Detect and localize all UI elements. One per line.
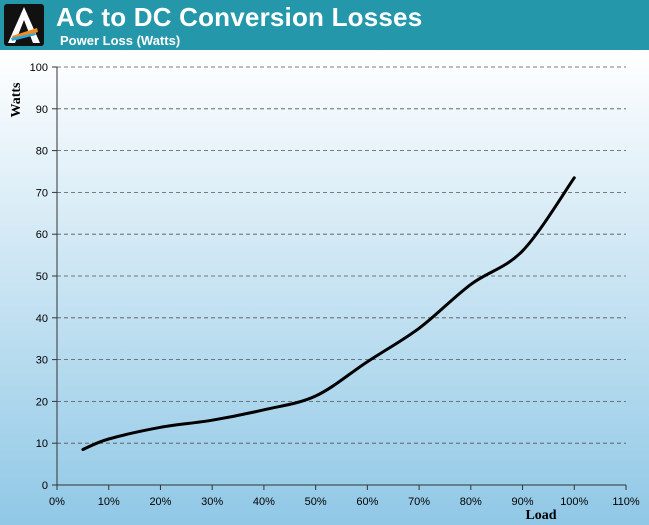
x-tick-label: 110% [612, 496, 640, 508]
x-tick-label: 40% [253, 496, 275, 508]
y-tick-label: 40 [36, 313, 48, 325]
y-tick-labels: 0 10 20 30 40 50 60 70 80 90 100 [30, 62, 48, 492]
y-tick-label: 80 [36, 146, 48, 158]
axes [52, 66, 627, 490]
y-tick-label: 20 [36, 396, 48, 408]
y-tick-label: 50 [36, 271, 48, 283]
y-tick-label: 0 [42, 480, 48, 492]
grid-lines [57, 66, 626, 444]
x-tick-label: 60% [356, 496, 378, 508]
x-tick-label: 10% [98, 496, 120, 508]
x-tick-label: 100% [560, 496, 588, 508]
y-tick-label: 60 [36, 229, 48, 241]
y-tick-label: 70 [36, 187, 48, 199]
x-tick-label: 50% [305, 496, 327, 508]
y-tick-label: 100 [30, 62, 48, 74]
logo-a-icon [4, 4, 44, 46]
y-axis-label: Watts [9, 82, 24, 118]
header-bar: AC to DC Conversion Losses Power Loss (W… [0, 0, 649, 50]
x-tick-label: 30% [201, 496, 223, 508]
x-axis-label: Load [525, 508, 556, 523]
x-tick-label: 80% [460, 496, 482, 508]
chart-subtitle: Power Loss (Watts) [60, 33, 181, 48]
x-tick-label: 20% [149, 496, 171, 508]
x-tick-labels: 0% 10% 20% 30% 40% 50% 60% 70% 80% 90% 100% 110% [49, 496, 640, 508]
plot-background [0, 50, 649, 525]
y-tick-label: 90 [36, 104, 48, 116]
series-line [81, 176, 576, 451]
y-tick-label: 10 [36, 438, 48, 450]
chart-title: AC to DC Conversion Losses [56, 2, 423, 32]
y-tick-label: 30 [36, 355, 48, 367]
x-tick-label: 70% [408, 496, 430, 508]
chart-area: 0 10 20 30 40 50 60 70 80 90 100 0% 10% 20% 30% 40% 50%… [0, 50, 649, 525]
x-tick-label: 90% [512, 496, 534, 508]
x-tick-label: 0% [49, 496, 65, 508]
